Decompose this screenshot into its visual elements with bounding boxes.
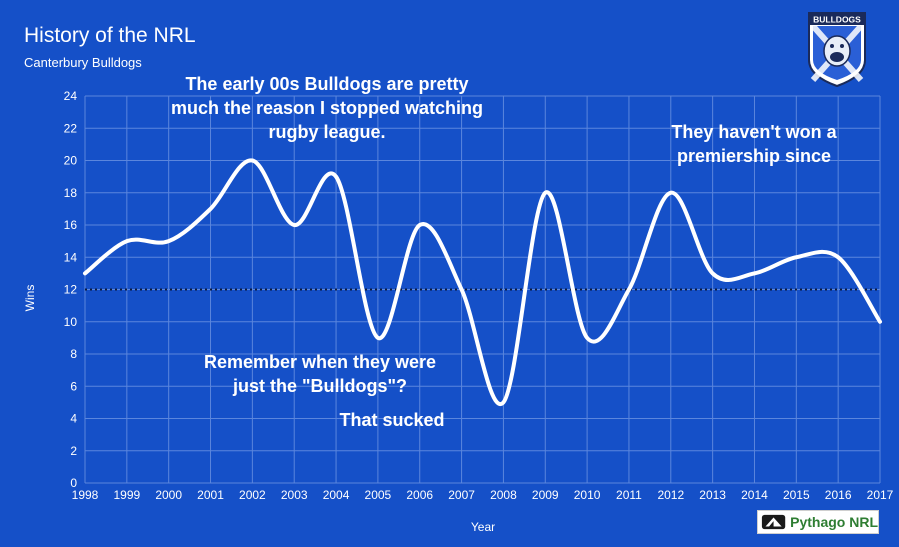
y-tick-label: 0 <box>70 476 77 490</box>
x-axis-label: Year <box>471 520 495 534</box>
x-tick-label: 2016 <box>825 488 852 502</box>
y-tick-label: 12 <box>64 283 78 297</box>
annotation-line: rugby league. <box>268 122 385 142</box>
x-tick-label: 2014 <box>741 488 768 502</box>
x-tick-label: 2009 <box>532 488 559 502</box>
x-tick-label: 2007 <box>448 488 475 502</box>
annotation-line: Remember when they were <box>204 352 436 372</box>
y-tick-label: 6 <box>70 379 77 393</box>
x-tick-label: 2011 <box>616 488 642 502</box>
x-tick-label: 2015 <box>783 488 810 502</box>
annotation-text: The early 00s Bulldogs are pretty much th… <box>171 74 483 142</box>
y-tick-label: 2 <box>70 444 77 458</box>
y-tick-label: 22 <box>64 121 78 135</box>
y-axis-label: Wins <box>23 285 37 312</box>
x-tick-label: 2012 <box>657 488 684 502</box>
annotation-line: just the "Bulldogs"? <box>232 376 407 396</box>
chart-subtitle: Canterbury Bulldogs <box>24 55 142 70</box>
y-tick-label: 4 <box>70 412 77 426</box>
x-tick-label: 2004 <box>323 488 350 502</box>
x-tick-label: 2001 <box>197 488 224 502</box>
annotation-text: That sucked <box>339 410 444 430</box>
y-tick-label: 24 <box>64 89 78 103</box>
annotation-line: That sucked <box>339 410 444 430</box>
x-tick-label: 2002 <box>239 488 266 502</box>
logo-text: BULLDOGS <box>813 15 861 25</box>
annotation-line: They haven't won a <box>671 122 837 142</box>
y-tick-label: 20 <box>64 154 78 168</box>
annotation-text: Remember when they were just the "Bulldog… <box>204 352 436 396</box>
y-tick-label: 8 <box>70 347 77 361</box>
annotations: The early 00s Bulldogs are pretty much th… <box>171 74 838 430</box>
x-axis-ticks: 1998 1999 2000 2001 2002 2003 2004 2005 2006 2007… <box>72 488 894 502</box>
brand-label: Pythago NRL <box>790 514 878 530</box>
series-line-wins <box>83 158 882 407</box>
annotation-line: premiership since <box>677 146 831 166</box>
pythago-logo-icon <box>761 514 786 530</box>
series-group <box>83 158 882 407</box>
x-tick-label: 2006 <box>406 488 433 502</box>
x-tick-label: 2005 <box>365 488 392 502</box>
x-tick-label: 2003 <box>281 488 308 502</box>
y-tick-label: 18 <box>64 186 78 200</box>
y-tick-label: 14 <box>64 250 78 264</box>
pythago-nrl-badge: Pythago NRL <box>757 510 879 534</box>
x-tick-label: 1999 <box>113 488 140 502</box>
x-tick-label: 2017 <box>867 488 894 502</box>
y-tick-label: 10 <box>64 315 78 329</box>
x-tick-label: 2000 <box>155 488 182 502</box>
chart-title: History of the NRL <box>24 24 196 47</box>
x-tick-label: 2010 <box>574 488 601 502</box>
y-tick-label: 16 <box>64 218 78 232</box>
annotation-text: They haven't won a premiership since <box>671 122 837 166</box>
bulldogs-logo-icon: BULLDOGS <box>808 12 866 88</box>
annotation-line: much the reason I stopped watching <box>171 98 483 118</box>
annotation-line: The early 00s Bulldogs are pretty <box>185 74 468 94</box>
x-tick-label: 2013 <box>699 488 726 502</box>
x-tick-label: 1998 <box>72 488 99 502</box>
x-tick-label: 2008 <box>490 488 517 502</box>
